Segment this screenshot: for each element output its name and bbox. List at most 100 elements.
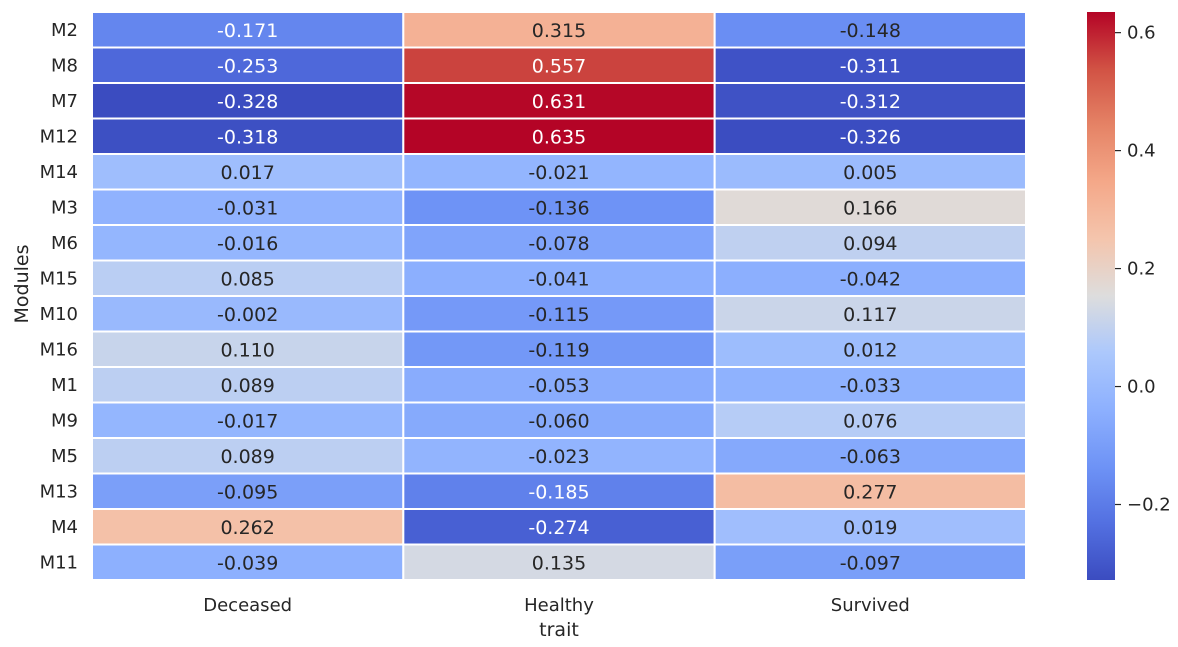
colorbar-gradient	[1087, 12, 1115, 580]
heatmap-cell	[91, 188, 405, 226]
x-axis-label: trait	[539, 619, 579, 641]
colorbar-ticks: −0.2 0.0 0.2 0.4 0.6	[1115, 23, 1171, 516]
cell-value-label: -0.031	[217, 197, 278, 219]
heatmap-cell	[402, 330, 716, 368]
y-tick-label: M2	[51, 20, 78, 41]
heatmap-cell	[91, 366, 405, 404]
heatmap-cell	[402, 543, 716, 581]
cell-value-label: 0.089	[220, 446, 274, 468]
heatmap-cells: -0.171 0.315 -0.148 -0.253 0.557 -0.311 -0.328…	[91, 11, 1027, 581]
y-tick-label: M1	[51, 375, 78, 396]
cell-value-label: -0.148	[840, 20, 901, 42]
colorbar-tick-label: 0.4	[1127, 141, 1156, 162]
cell-value-label: 0.110	[220, 339, 274, 361]
x-tick-label: Survived	[831, 595, 910, 616]
cell-value-label: -0.311	[840, 55, 901, 77]
heatmap-cell	[91, 437, 405, 475]
x-tick-labels: Deceased Healthy Survived	[203, 595, 910, 616]
cell-value-label: 0.315	[532, 20, 586, 42]
colorbar-tick-label: 0.2	[1127, 259, 1156, 280]
y-tick-label: M8	[51, 55, 78, 76]
heatmap-cell	[713, 330, 1027, 368]
cell-value-label: -0.017	[217, 410, 278, 432]
y-tick-label: M9	[51, 410, 78, 431]
heatmap-cell	[713, 366, 1027, 404]
heatmap-cell	[713, 117, 1027, 155]
y-tick-label: M10	[40, 304, 78, 325]
cell-value-label: 0.012	[843, 339, 897, 361]
cell-value-label: 0.094	[843, 233, 897, 255]
y-tick-label: M13	[40, 481, 78, 502]
y-tick-label: M16	[40, 339, 78, 360]
cell-value-label: 0.076	[843, 410, 897, 432]
cell-value-label: -0.119	[528, 339, 589, 361]
heatmap-cell	[713, 543, 1027, 581]
cell-value-label: -0.002	[217, 304, 278, 326]
colorbar-tick-label: 0.0	[1127, 377, 1156, 398]
cell-value-label: 0.135	[532, 552, 586, 574]
y-tick-label: M15	[40, 268, 78, 289]
heatmap-cell	[402, 224, 716, 262]
cell-value-label: -0.095	[217, 481, 278, 503]
heatmap-cell	[713, 224, 1027, 262]
cell-value-label: -0.185	[528, 481, 589, 503]
heatmap-cell	[713, 508, 1027, 546]
cell-value-label: -0.023	[528, 446, 589, 468]
cell-value-label: 0.635	[532, 126, 586, 148]
cell-value-label: 0.277	[843, 481, 897, 503]
cell-value-label: -0.326	[840, 126, 901, 148]
y-tick-label: M14	[40, 162, 78, 183]
heatmap-cell	[402, 188, 716, 226]
heatmap-cell	[91, 224, 405, 262]
cell-value-label: -0.328	[217, 91, 278, 113]
cell-value-label: -0.115	[528, 304, 589, 326]
cell-value-label: -0.171	[217, 20, 278, 42]
colorbar: −0.2 0.0 0.2 0.4 0.6	[1087, 12, 1171, 580]
cell-value-label: 0.557	[532, 55, 586, 77]
cell-value-label: -0.041	[528, 268, 589, 290]
cell-value-label: 0.089	[220, 375, 274, 397]
cell-value-label: -0.060	[528, 410, 589, 432]
heatmap-cell	[402, 259, 716, 297]
cell-value-label: 0.085	[220, 268, 274, 290]
y-tick-label: M6	[51, 233, 78, 254]
y-tick-label: M7	[51, 91, 78, 112]
heatmap-cell	[713, 472, 1027, 510]
heatmap-cell	[91, 259, 405, 297]
y-tick-label: M3	[51, 197, 78, 218]
cell-value-label: -0.136	[528, 197, 589, 219]
y-tick-label: M12	[40, 126, 78, 147]
heatmap-cell	[402, 153, 716, 191]
cell-value-label: -0.039	[217, 552, 278, 574]
cell-value-label: -0.274	[528, 517, 589, 539]
cell-value-label: -0.063	[840, 446, 901, 468]
colorbar-tick-label: 0.6	[1127, 23, 1156, 44]
cell-value-label: -0.097	[840, 552, 901, 574]
cell-value-label: 0.017	[220, 162, 274, 184]
heatmap-cell	[713, 188, 1027, 226]
y-tick-labels: M2 M8 M7 M12 M14 M3 M6 M15 M10 M16 M1 M9 M5 M13 M4 M11	[40, 20, 78, 574]
y-tick-label: M4	[51, 517, 78, 538]
cell-value-label: 0.005	[843, 162, 897, 184]
cell-value-label: 0.262	[220, 517, 274, 539]
y-tick-label: M5	[51, 446, 78, 467]
cell-value-label: 0.019	[843, 517, 897, 539]
cell-value-label: -0.318	[217, 126, 278, 148]
heatmap-cell	[713, 437, 1027, 475]
heatmap-cell	[402, 11, 716, 49]
heatmap-cell	[402, 82, 716, 120]
cell-value-label: 0.631	[532, 91, 586, 113]
y-tick-label: M11	[40, 552, 78, 573]
cell-value-label: -0.021	[528, 162, 589, 184]
cell-value-label: -0.078	[528, 233, 589, 255]
cell-value-label: -0.033	[840, 375, 901, 397]
heatmap-cell	[91, 117, 405, 155]
heatmap-cell	[713, 259, 1027, 297]
cell-value-label: -0.042	[840, 268, 901, 290]
heatmap-cell	[713, 401, 1027, 439]
heatmap-cell	[713, 295, 1027, 333]
x-tick-label: Healthy	[524, 595, 594, 616]
colorbar-tick-label: −0.2	[1127, 495, 1171, 516]
heatmap-cell	[91, 11, 405, 49]
